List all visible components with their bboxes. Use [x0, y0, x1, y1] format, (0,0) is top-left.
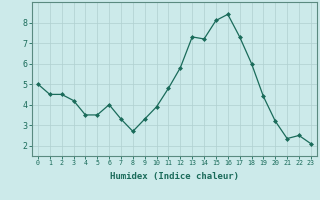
X-axis label: Humidex (Indice chaleur): Humidex (Indice chaleur): [110, 172, 239, 181]
